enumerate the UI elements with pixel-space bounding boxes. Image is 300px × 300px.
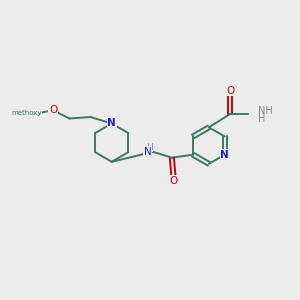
- Text: methoxy: methoxy: [11, 110, 42, 116]
- Text: O: O: [169, 176, 178, 186]
- Text: H: H: [146, 143, 153, 152]
- Text: NH: NH: [258, 106, 272, 116]
- Text: H: H: [258, 114, 265, 124]
- Text: O: O: [226, 85, 234, 95]
- Text: O: O: [49, 105, 57, 115]
- Text: N: N: [144, 147, 152, 157]
- Text: N: N: [107, 118, 116, 128]
- Text: N: N: [220, 150, 229, 160]
